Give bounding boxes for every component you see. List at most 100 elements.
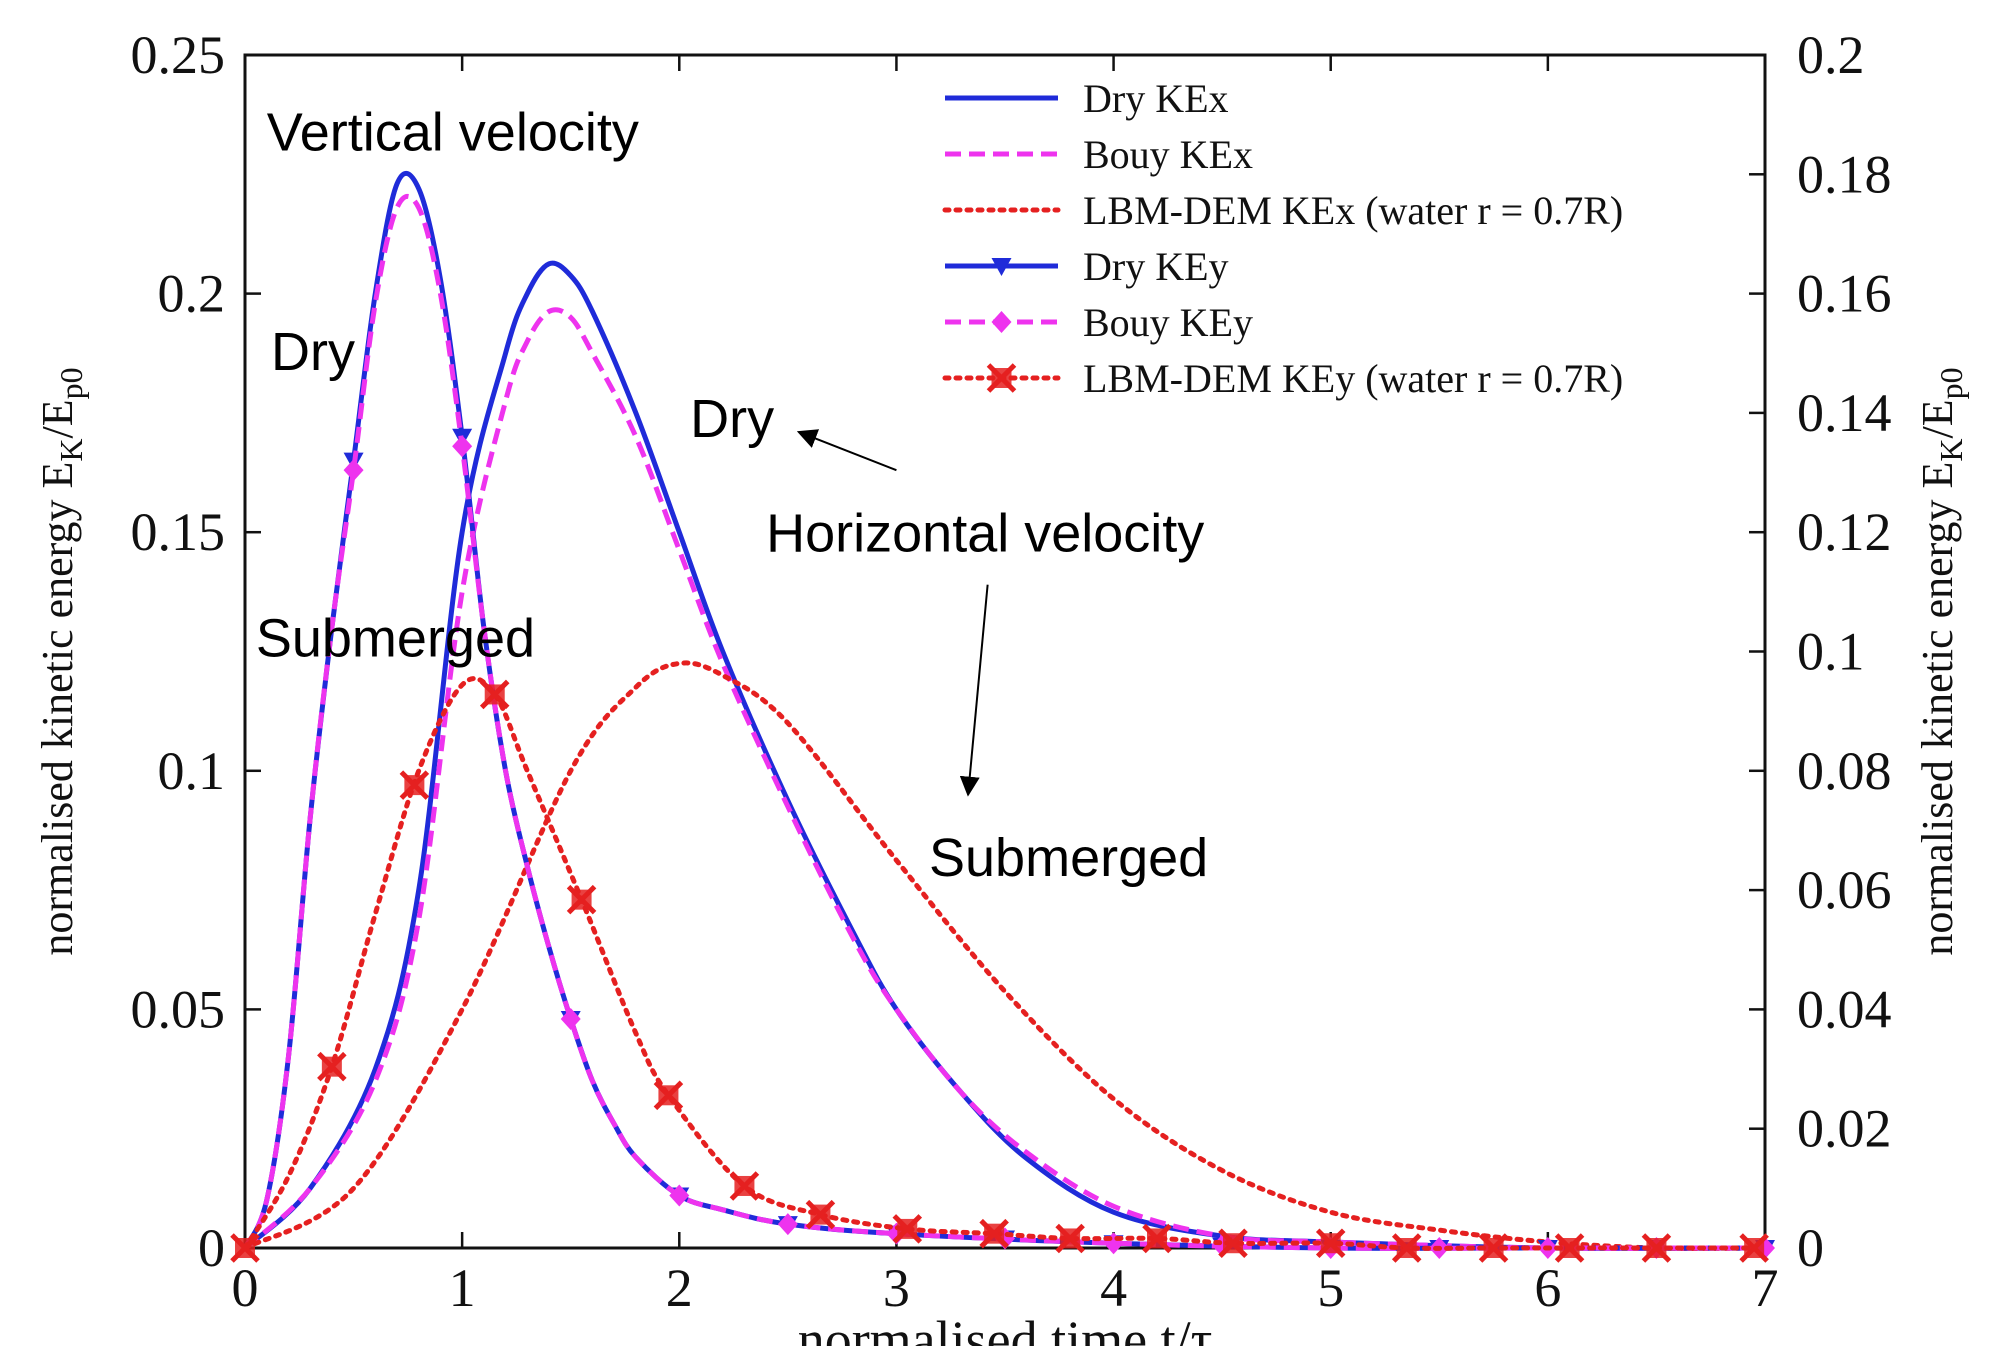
legend-item-1: Bouy KEx: [945, 132, 1253, 177]
y-right-tick-label: 0.1: [1797, 622, 1865, 682]
y-right-tick-label: 0.14: [1797, 383, 1892, 443]
legend-label: LBM-DEM KEx (water r = 0.7R): [1083, 188, 1623, 233]
series-marker: [1739, 1233, 1769, 1263]
x-axis-label: normalised time t/τ: [798, 1310, 1213, 1346]
y-left-axis-label: normalised kinetic energy EK/Ep0: [33, 367, 89, 955]
series-3: [242, 170, 1775, 1258]
y-right-tick-label: 0.16: [1797, 264, 1892, 324]
series-5: [230, 676, 1769, 1263]
legend-marker-cross: [986, 363, 1017, 393]
y-left-tick-label: 0.15: [131, 502, 226, 562]
series-marker: [479, 679, 510, 710]
annotation-label: Vertical velocity: [267, 102, 639, 162]
legend-item-4: Bouy KEy: [945, 300, 1253, 345]
series-marker: [1478, 1233, 1509, 1263]
series-line: [243, 260, 1766, 1251]
series-marker: [1315, 1228, 1346, 1258]
x-tick-label: 1: [449, 1258, 476, 1318]
axes: 0 1 2 3 4 5 6 700.050.10.150.20.2500.020.040.06…: [33, 25, 1969, 1346]
series-marker-cross: [317, 1051, 347, 1082]
series-marker-cross: [230, 1233, 260, 1263]
y-left-axis-label-part: normalised kinetic energy E: [33, 462, 82, 956]
x-tick-label: 0: [232, 1258, 259, 1318]
x-tick-label: 2: [666, 1258, 693, 1318]
y-right-tick-label: 0.12: [1797, 502, 1892, 562]
series-marker-cross: [979, 1218, 1009, 1249]
y-right-axis-label-part: /E: [1913, 399, 1962, 438]
y-left-tick-label: 0.05: [131, 979, 226, 1039]
annotation-label: Submerged: [929, 828, 1208, 888]
legend-label: Dry KEx: [1083, 76, 1229, 121]
series-marker-cross: [1391, 1233, 1422, 1263]
series-marker-cross: [892, 1214, 923, 1244]
series-marker: [669, 1184, 690, 1207]
y-right-tick-label: 0.2: [1797, 25, 1865, 85]
series-marker-cross: [729, 1171, 760, 1201]
legend-marker: [991, 311, 1012, 333]
series-marker: [1391, 1233, 1422, 1263]
y-left-axis-label-subscript: p0: [53, 367, 89, 399]
legend-label: Bouy KEy: [1083, 300, 1253, 345]
series-marker-cross: [1218, 1228, 1248, 1258]
y-right-axis-label-part: normalised kinetic energy E: [1913, 462, 1962, 956]
annotation-label: Dry: [271, 322, 355, 382]
y-right-axis-label-subscript: K: [1933, 438, 1969, 461]
series-marker-cross: [1641, 1233, 1672, 1263]
y-left-tick-label: 0: [198, 1218, 225, 1278]
series-marker: [777, 1213, 798, 1236]
legend-item-5: LBM-DEM KEy (water r = 0.7R): [942, 356, 1623, 401]
series-marker-cross: [805, 1199, 836, 1230]
y-left-tick-label: 0.1: [158, 741, 226, 801]
series-marker: [566, 884, 597, 915]
series-marker-cross: [1739, 1233, 1769, 1263]
series-marker-cross: [1055, 1223, 1085, 1254]
series-marker-cross: [479, 679, 510, 710]
legend-marker: [986, 363, 1017, 393]
annotations: Vertical velocity Dry Submerged Dry Horizont…: [256, 102, 1208, 887]
y-right-axis-label: normalised kinetic energy EK/Ep0: [1913, 367, 1969, 955]
x-tick-label: 6: [1534, 1258, 1561, 1318]
y-left-tick-label: 0.25: [131, 25, 226, 85]
series-line: [242, 170, 1765, 1251]
series-marker: [1641, 1233, 1672, 1263]
annotation-label: Horizontal velocity: [766, 503, 1204, 563]
series-marker: [892, 1214, 923, 1244]
y-right-tick-label: 0.18: [1797, 144, 1892, 204]
x-tick-label: 3: [883, 1258, 910, 1318]
series-marker-cross: [1315, 1228, 1346, 1258]
series-marker: [1142, 1223, 1172, 1254]
y-right-tick-label: 0: [1797, 1218, 1824, 1278]
arrow-to-submerged: [959, 584, 989, 797]
annotation-label: Submerged: [256, 608, 535, 668]
x-tick-label: 4: [1100, 1258, 1127, 1318]
x-tick-label: 7: [1752, 1258, 1779, 1318]
y-left-axis-label-part: /E: [33, 399, 82, 438]
series-marker: [343, 459, 364, 482]
series-marker-cross: [1142, 1223, 1172, 1254]
y-right-tick-label: 0.02: [1797, 1099, 1892, 1159]
legend-label: Bouy KEx: [1083, 132, 1253, 177]
y-right-tick-label: 0.08: [1797, 741, 1892, 801]
y-right-tick-label: 0.06: [1797, 860, 1892, 920]
series-marker: [560, 1007, 581, 1030]
series-marker-cross: [399, 770, 430, 800]
series-layer: [230, 170, 1775, 1263]
legend-label: LBM-DEM KEy (water r = 0.7R): [1083, 356, 1623, 401]
series-line: [242, 676, 1757, 1251]
series-marker: [1055, 1223, 1085, 1254]
series-0: [243, 260, 1766, 1251]
legend: Dry KEx Bouy KEx LBM-DEM KEx (water r = 0.…: [942, 76, 1623, 401]
legend-item-3: Dry KEy: [945, 244, 1229, 289]
legend-item-2: LBM-DEM KEx (water r = 0.7R): [942, 188, 1623, 233]
series-marker: [1554, 1233, 1585, 1263]
y-right-tick-label: 0.04: [1797, 979, 1892, 1039]
series-2: [242, 660, 1768, 1251]
legend-marker: [991, 258, 1012, 276]
annotation-label: Dry: [690, 389, 774, 449]
series-line: [243, 307, 1766, 1251]
series-marker: [399, 770, 430, 800]
legend-label: Dry KEy: [1083, 244, 1229, 289]
series-marker: [1218, 1228, 1248, 1258]
series-1: [243, 307, 1766, 1251]
